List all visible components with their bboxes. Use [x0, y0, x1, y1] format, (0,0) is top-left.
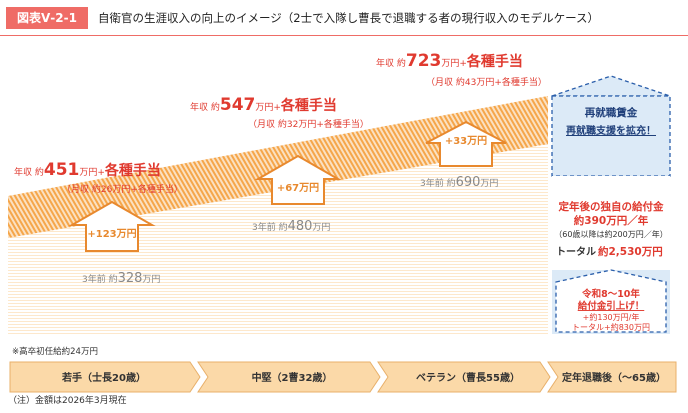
figure-title: 自衛官の生涯収入の向上のイメージ（2士で入隊し曹長で退職する者の現行収入のモデル…	[98, 11, 600, 25]
timeline-label-3: ベテラン（曹長55歳）	[416, 371, 520, 384]
benefit-title: 定年後の独自の給付金	[558, 200, 664, 213]
start-salary-note: ※高卒初任給約24万円	[12, 346, 98, 357]
reemploy-wage-label: 再就職賃金	[585, 106, 638, 119]
retire-panel-top	[551, 75, 671, 97]
annual-income-3: 年収 約723万円+各種手当	[376, 51, 523, 71]
increase-arrow-1: +123万円	[68, 200, 156, 252]
timeline-label-4: 定年退職後（～65歳）	[562, 371, 666, 384]
increase-label-2: +67万円	[277, 182, 319, 194]
reemploy-support-label: 再就職支援を拡充！	[566, 124, 656, 137]
timeline: 若手（士長20歳） 中堅（2曹32歳） ベテラン（曹長55歳） 定年退職後（～6…	[9, 361, 677, 393]
income-diagram: 再就職賃金 再就職支援を拡充！ 定年後の独自の給付金 約390万円／年 （60歳…	[8, 51, 677, 393]
total-value: 約2,530万円	[598, 245, 663, 258]
header-divider	[0, 35, 688, 36]
prev-income-3: 3年前 約690万円	[420, 175, 498, 190]
retire-panel-upper	[551, 95, 671, 177]
benefit-amount: 約390万円／年	[574, 214, 649, 227]
increase-arrow-3: +33万円	[425, 120, 507, 167]
timeline-label-2: 中堅（2曹32歳）	[252, 371, 333, 384]
prev-income-1: 3年前 約328万円	[82, 271, 160, 286]
figure-tag: 図表Ⅴ-2-1	[6, 7, 88, 29]
reiwa-line-3: +約130万円/年	[583, 312, 640, 322]
timeline-step-2	[197, 361, 381, 393]
increase-label-3: +33万円	[445, 135, 487, 147]
annual-income-1: 年収 約451万円+各種手当	[14, 160, 161, 180]
monthly-income-1: （月収 約26万円+各種手当）	[62, 183, 183, 195]
retire-panel-middle	[552, 176, 670, 270]
header: 図表Ⅴ-2-1 自衛官の生涯収入の向上のイメージ（2士で入隊し曹長で退職する者の…	[0, 0, 688, 36]
reiwa-panel	[555, 269, 667, 333]
reiwa-line-2: 給付金引上げ！	[578, 300, 645, 312]
timeline-label-1: 若手（士長20歳）	[61, 371, 146, 384]
increase-arrow-2: +67万円	[254, 154, 342, 205]
timeline-step-4	[547, 361, 677, 393]
reiwa-line-1: 令和8～10年	[581, 288, 640, 300]
annual-income-2: 年収 約547万円+各種手当	[190, 95, 337, 115]
increase-label-1: +123万円	[87, 228, 136, 240]
timeline-step-3	[377, 361, 551, 393]
total-label: トータル	[556, 246, 596, 258]
footnote: （注）金額は2026年3月現在	[8, 396, 127, 406]
prev-income-2: 3年前 約480万円	[252, 219, 330, 234]
monthly-income-3: （月収 約43万円+各種手当）	[426, 76, 547, 88]
timeline-step-1	[9, 361, 201, 393]
reiwa-line-4: トータル+約830万円	[572, 322, 650, 332]
monthly-income-2: （月収 約32万円+各種手当）	[248, 118, 369, 130]
benefit-sub: （60歳以降は約200万円／年）	[554, 229, 667, 239]
